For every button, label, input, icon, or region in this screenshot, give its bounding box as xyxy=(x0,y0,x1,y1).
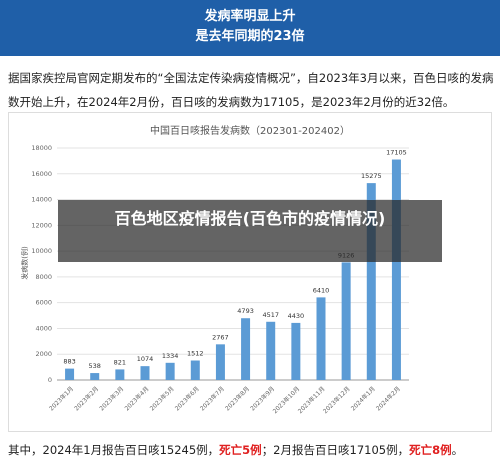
x-tick-label: 2024年1月 xyxy=(349,385,377,413)
bar xyxy=(65,368,75,380)
x-tick-label: 2023年9月 xyxy=(249,385,277,413)
y-tick-label: 4000 xyxy=(35,324,52,332)
value-label: 6410 xyxy=(313,286,330,294)
value-label: 883 xyxy=(63,358,75,366)
bar xyxy=(366,183,376,380)
value-label: 4517 xyxy=(262,311,279,319)
x-tick-label: 2023年4月 xyxy=(123,385,151,413)
bar xyxy=(341,262,351,380)
x-tick-label: 2023年2月 xyxy=(73,385,101,413)
y-tick-label: 6000 xyxy=(35,299,52,307)
footer-highlight: 死亡8例 xyxy=(409,443,452,457)
bar xyxy=(90,373,100,380)
y-tick-label: 18000 xyxy=(31,144,52,152)
banner: 发病率明显上升 是去年同期的23倍 xyxy=(0,0,500,56)
value-label: 1512 xyxy=(187,350,204,358)
x-tick-label: 2023年3月 xyxy=(98,385,126,413)
x-tick-label: 2023年5月 xyxy=(148,385,176,413)
value-label: 4793 xyxy=(237,307,254,315)
value-label: 538 xyxy=(89,362,101,370)
bar xyxy=(140,366,150,380)
footer-highlight: 死亡5例 xyxy=(219,443,262,457)
value-label: 1074 xyxy=(137,355,154,363)
x-tick-label: 2023年7月 xyxy=(198,385,226,413)
value-label: 15275 xyxy=(361,172,382,180)
bar xyxy=(165,362,175,380)
value-label: 4430 xyxy=(288,312,305,320)
x-tick-label: 2023年8月 xyxy=(223,385,251,413)
value-label: 17105 xyxy=(386,149,407,157)
y-axis-label: 发病数(例) xyxy=(20,246,29,280)
bar xyxy=(190,360,200,380)
chart: 中国百日咳报告发病数（202301-202402） 发病数(例) 0 2000 40… xyxy=(20,124,409,415)
bar xyxy=(316,297,326,380)
y-tick-label: 0 xyxy=(48,376,52,384)
bar xyxy=(266,321,276,380)
bar xyxy=(215,344,225,380)
y-tick-label: 14000 xyxy=(31,196,52,204)
y-tick-label: 16000 xyxy=(31,170,52,178)
footer: 其中，2024年1月报告百日咳15245例，死亡5例；2月报告百日咳17105例… xyxy=(8,438,498,462)
x-tick-label: 2023年6月 xyxy=(173,385,201,413)
footer-text: ；2月报告百日咳17105例， xyxy=(261,443,410,457)
value-label: 1334 xyxy=(162,352,179,360)
banner-line: 是去年同期的23倍 xyxy=(195,29,305,44)
banner-line: 发病率明显上升 xyxy=(204,9,296,24)
chart-title: 中国百日咳报告发病数（202301-202402） xyxy=(150,124,350,137)
bar xyxy=(115,369,125,380)
overlay-caption: 百色地区疫情报告(百色市的疫情情况) xyxy=(58,200,442,262)
y-tick-label: 2000 xyxy=(35,350,52,358)
x-tick-label: 2023年1月 xyxy=(47,385,75,413)
x-tick-label: 2023年12月 xyxy=(321,385,351,415)
y-tick-label: 10000 xyxy=(31,247,52,255)
value-label: 2767 xyxy=(212,333,229,341)
y-tick-label: 8000 xyxy=(35,273,52,281)
paragraph: 据国家疾控局官网定期发布的“全国法定传染病疫情概况”，自2023年3月以来，百色… xyxy=(8,71,494,109)
value-label: 821 xyxy=(114,358,126,366)
x-tick-label: 2024年2月 xyxy=(374,385,402,413)
chart-box: 中国百日咳报告发病数（202301-202402） 发病数(例) 0 2000 40… xyxy=(8,112,492,432)
bar xyxy=(291,322,301,380)
bar xyxy=(241,318,251,380)
y-tick-label: 12000 xyxy=(31,221,52,229)
bar xyxy=(391,159,401,380)
footer-text: 。 xyxy=(451,443,464,457)
footer-text: 其中，2024年1月报告百日咳15245例， xyxy=(8,443,220,457)
